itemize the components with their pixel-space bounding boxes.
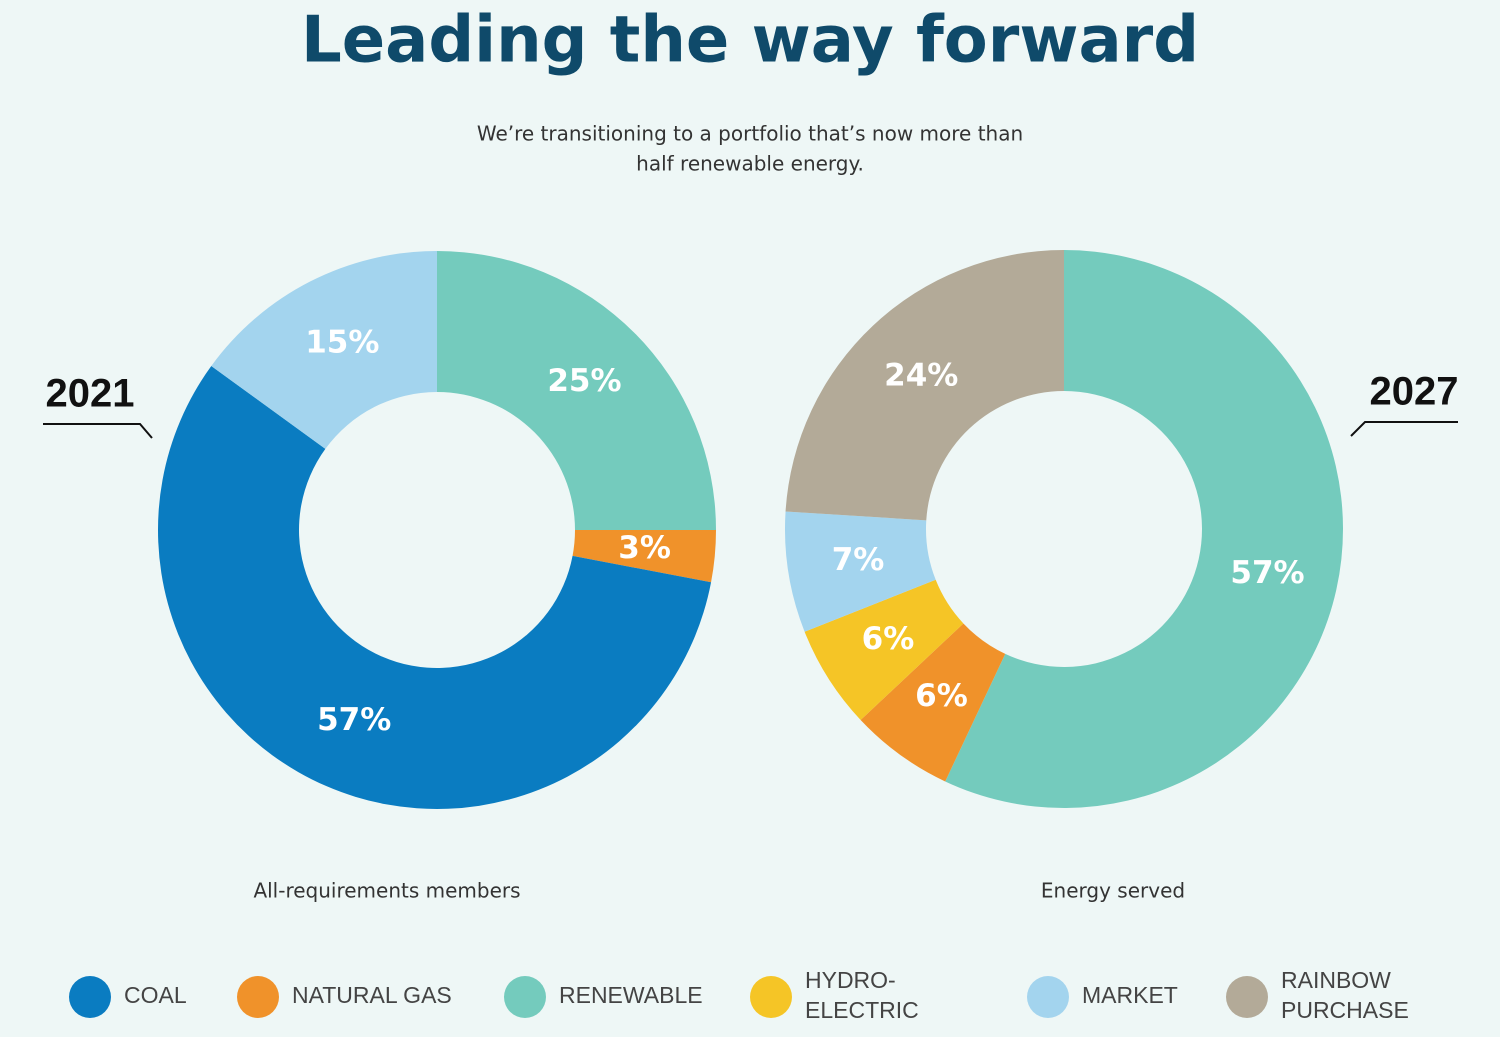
slice [158,366,712,810]
slice [785,250,1064,521]
subtitle: half renewable energy. [636,152,864,176]
legend-label: NATURAL GAS [292,982,452,1008]
slice-label: 15% [305,325,379,361]
slice [804,579,964,720]
slice [437,251,716,530]
legend-swatch [1226,976,1268,1018]
chart-caption: All-requirements members [253,879,520,903]
legend-label: RENEWABLE [559,982,703,1008]
legend-swatch [1027,976,1069,1018]
legend-swatch [750,976,792,1018]
legend-label-line: ELECTRIC [805,997,919,1023]
slice-label: 24% [884,358,958,394]
legend-label: COAL [124,982,187,1008]
subtitle: We’re transitioning to a portfolio that’… [477,122,1023,146]
title: Leading the way forward [301,4,1199,78]
slice-label: 3% [618,530,671,566]
year-underline [1350,421,1458,437]
slice [945,250,1343,808]
chart-caption: Energy served [1041,879,1185,903]
legend-swatch [69,976,111,1018]
slice [785,511,936,632]
year-underline [43,423,153,439]
slice [211,251,437,449]
slice-label: 25% [547,363,621,399]
year-label: 2021 [46,372,135,416]
legend-label: MARKET [1082,982,1178,1008]
legend-swatch [504,976,546,1018]
slice [572,530,716,583]
year-label: 2027 [1370,370,1459,414]
legend-label: HYDRO- ELECTRIC [805,967,919,1023]
slice [860,623,1006,782]
slice-label: 6% [915,678,968,714]
legend-label-line: PURCHASE [1281,997,1409,1023]
legend-label-line: RAINBOW [1281,967,1397,993]
legend-label-line: HYDRO- [805,967,896,993]
slice-label: 6% [862,621,915,657]
legend-label: RAINBOW PURCHASE [1281,967,1409,1023]
slice-label: 57% [1230,555,1304,591]
slice-label: 7% [832,542,885,578]
legend-swatch [237,976,279,1018]
slice-label: 57% [317,702,391,738]
